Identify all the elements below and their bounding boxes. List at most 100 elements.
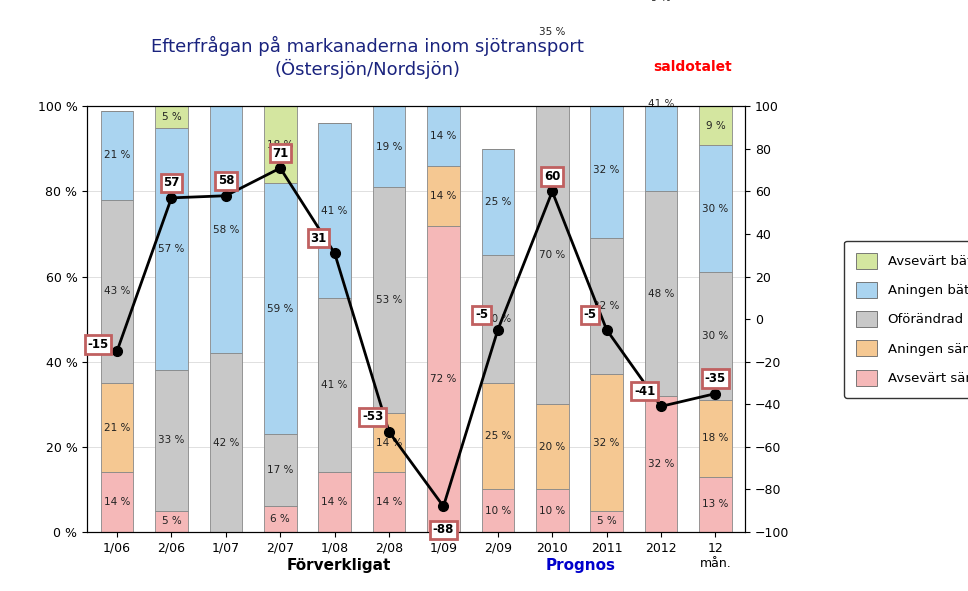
Bar bbox=[699, 106, 732, 145]
Bar bbox=[101, 111, 134, 200]
Bar bbox=[481, 149, 514, 255]
Text: 21 %: 21 % bbox=[104, 150, 131, 160]
Text: 9 %: 9 % bbox=[651, 0, 671, 3]
Text: 41 %: 41 % bbox=[321, 380, 348, 390]
Text: 5 %: 5 % bbox=[162, 517, 181, 526]
Text: 57 %: 57 % bbox=[158, 244, 185, 254]
Text: 48 %: 48 % bbox=[648, 288, 675, 298]
Text: 58: 58 bbox=[218, 174, 234, 187]
Bar bbox=[645, 191, 678, 396]
Text: 25 %: 25 % bbox=[485, 431, 511, 441]
Bar bbox=[590, 102, 623, 238]
Text: -35: -35 bbox=[705, 372, 726, 385]
Bar bbox=[101, 472, 134, 532]
Bar bbox=[427, 166, 460, 226]
Text: -88: -88 bbox=[433, 524, 454, 537]
Bar bbox=[590, 375, 623, 511]
Text: 33 %: 33 % bbox=[158, 436, 185, 446]
Bar bbox=[590, 511, 623, 532]
Text: Prognos: Prognos bbox=[546, 558, 616, 573]
Text: -53: -53 bbox=[362, 410, 383, 423]
Bar bbox=[481, 383, 514, 489]
Bar bbox=[264, 183, 296, 434]
Text: 18 %: 18 % bbox=[702, 433, 729, 443]
Bar bbox=[373, 187, 406, 413]
Bar bbox=[699, 272, 732, 400]
Text: 14 %: 14 % bbox=[321, 497, 348, 507]
Text: 32 %: 32 % bbox=[648, 459, 675, 469]
Bar bbox=[536, 106, 568, 404]
Text: 14 %: 14 % bbox=[430, 191, 457, 201]
Text: 42 %: 42 % bbox=[213, 437, 239, 447]
Bar bbox=[590, 238, 623, 375]
Text: 60: 60 bbox=[544, 170, 560, 183]
Text: 59 %: 59 % bbox=[267, 304, 293, 313]
Bar bbox=[373, 106, 406, 187]
Text: 25 %: 25 % bbox=[485, 197, 511, 207]
Bar bbox=[318, 298, 351, 472]
Text: 71: 71 bbox=[272, 147, 288, 160]
Bar bbox=[373, 89, 406, 106]
Bar bbox=[481, 255, 514, 383]
Text: 9 %: 9 % bbox=[706, 121, 725, 131]
Bar bbox=[427, 226, 460, 532]
Text: 5 %: 5 % bbox=[162, 112, 181, 122]
Text: 58 %: 58 % bbox=[213, 225, 239, 235]
Bar bbox=[645, 0, 678, 17]
Bar bbox=[318, 124, 351, 298]
Bar bbox=[155, 370, 188, 511]
Text: 32 %: 32 % bbox=[593, 301, 620, 311]
Text: -5: -5 bbox=[475, 309, 488, 322]
Text: 18 %: 18 % bbox=[267, 139, 293, 150]
Bar bbox=[264, 106, 296, 183]
Bar bbox=[155, 106, 188, 128]
Bar bbox=[699, 400, 732, 476]
Text: 21 %: 21 % bbox=[104, 423, 131, 433]
Bar bbox=[155, 128, 188, 370]
Text: 30 %: 30 % bbox=[703, 203, 729, 213]
Text: 32 %: 32 % bbox=[593, 437, 620, 447]
Text: 31: 31 bbox=[310, 232, 326, 245]
Bar bbox=[536, 0, 568, 106]
Bar bbox=[155, 511, 188, 532]
Text: 57: 57 bbox=[164, 176, 180, 189]
Bar bbox=[373, 472, 406, 532]
Text: 19 %: 19 % bbox=[376, 142, 403, 152]
Text: 13 %: 13 % bbox=[702, 499, 729, 509]
Text: 14 %: 14 % bbox=[430, 131, 457, 141]
Text: 20 %: 20 % bbox=[539, 442, 565, 452]
Bar bbox=[318, 472, 351, 532]
Bar bbox=[699, 476, 732, 532]
Text: 53 %: 53 % bbox=[376, 295, 403, 305]
Legend: Avsevärt bättre, Aningen bättre, Oförändrad, Aningen sämre, Avsevärt sämre: Avsevärt bättre, Aningen bättre, Oföränd… bbox=[844, 241, 968, 398]
Text: 14 %: 14 % bbox=[376, 437, 403, 447]
Text: 14 %: 14 % bbox=[104, 497, 131, 507]
Text: 70 %: 70 % bbox=[539, 251, 565, 260]
Bar bbox=[645, 396, 678, 532]
Text: 5 %: 5 % bbox=[596, 517, 617, 526]
Bar bbox=[209, 106, 242, 353]
Text: 72 %: 72 % bbox=[430, 374, 457, 384]
Text: -5: -5 bbox=[584, 309, 597, 322]
Text: Efterfrågan på markanaderna inom sjötransport
(Östersjön/Nordsjön): Efterfrågan på markanaderna inom sjötran… bbox=[151, 35, 585, 79]
Text: Förverkligat: Förverkligat bbox=[287, 558, 391, 573]
Bar bbox=[481, 489, 514, 532]
Text: 10 %: 10 % bbox=[539, 506, 565, 515]
Text: 14 %: 14 % bbox=[376, 497, 403, 507]
Bar bbox=[264, 434, 296, 506]
Text: saldotalet: saldotalet bbox=[653, 60, 732, 74]
Text: -15: -15 bbox=[87, 338, 108, 351]
Text: 32 %: 32 % bbox=[593, 165, 620, 175]
Text: 41 %: 41 % bbox=[321, 206, 348, 216]
Bar bbox=[101, 383, 134, 472]
Text: -41: -41 bbox=[634, 385, 655, 398]
Text: 17 %: 17 % bbox=[267, 465, 293, 475]
Text: 30 %: 30 % bbox=[485, 314, 511, 324]
Text: 30 %: 30 % bbox=[703, 331, 729, 341]
Bar bbox=[699, 145, 732, 272]
Text: 35 %: 35 % bbox=[539, 27, 565, 37]
Text: 41 %: 41 % bbox=[648, 99, 675, 109]
Bar bbox=[536, 489, 568, 532]
Bar bbox=[645, 17, 678, 191]
Bar bbox=[209, 353, 242, 532]
